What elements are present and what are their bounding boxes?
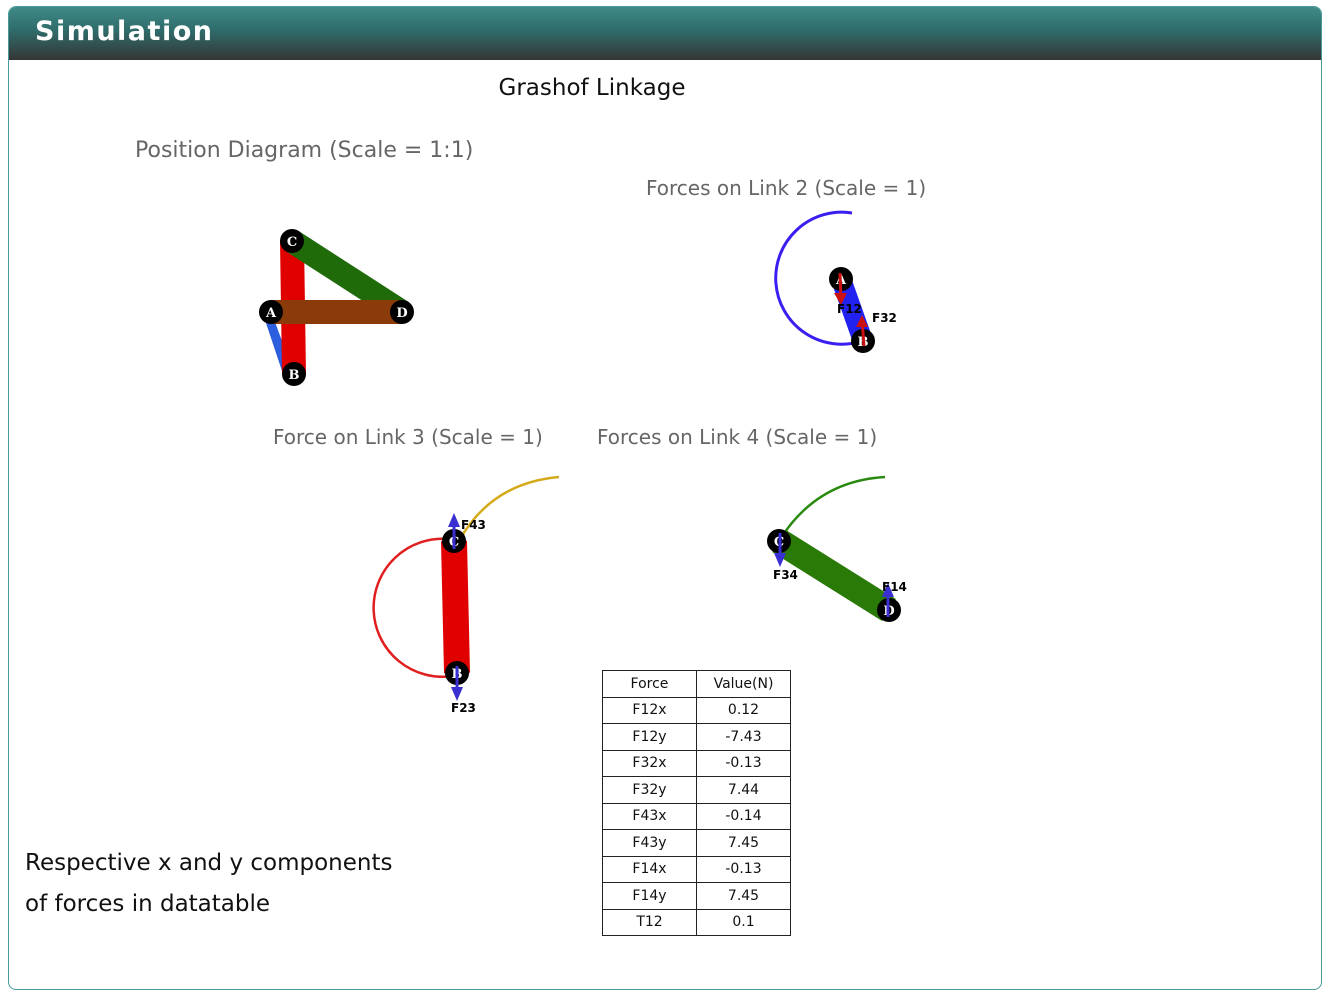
f12-label: F12 [837, 302, 862, 316]
link3-bar [441, 540, 470, 674]
link4-diagram-title: Forces on Link 4 (Scale = 1) [597, 425, 878, 449]
f34-label: F34 [773, 568, 798, 582]
link2-force-diagram: A B F12 F32 [774, 210, 897, 353]
joint-d-label: D [396, 306, 407, 321]
position-diagram: A B C D [259, 229, 414, 386]
force-name-cell: F12x [602, 696, 697, 724]
column-header-force: Force [602, 670, 697, 698]
force-value-cell: 7.45 [696, 829, 791, 857]
f43-arrow [448, 513, 460, 549]
joint-d: D [390, 300, 414, 324]
joint-c-label: C [287, 235, 297, 250]
table-row: F43y 7.45 [602, 829, 791, 857]
table-description: Respective x and y components of forces … [25, 843, 392, 925]
f14-arrow [882, 583, 894, 617]
table-row: F14y 7.45 [602, 882, 791, 910]
f32-label: F32 [872, 311, 897, 325]
column-header-value: Value(N) [696, 670, 791, 698]
link4-arc [777, 475, 886, 542]
force-name-cell: F43y [602, 829, 697, 857]
force-name-cell: F12y [602, 723, 697, 751]
joint-c: C [280, 229, 304, 253]
f12-arrow [834, 272, 847, 305]
force-name-cell: T12 [602, 908, 697, 936]
force-name-cell: F32x [602, 749, 697, 777]
f43-label: F43 [461, 518, 486, 532]
force-name-cell: F14y [602, 882, 697, 910]
joint-a-label: A [265, 306, 277, 321]
force-value-cell: -0.13 [696, 749, 791, 777]
force-name-cell: F32y [602, 776, 697, 804]
force-value-cell: 0.1 [696, 908, 791, 936]
force-value-cell: 0.12 [696, 696, 791, 724]
force-name-cell: F14x [602, 855, 697, 883]
link2-diagram-title: Forces on Link 2 (Scale = 1) [646, 176, 927, 200]
link2-torque-arc [774, 210, 863, 346]
forces-table: Force Value(N) F12x 0.12 F12y -7.43 F32x -0… [602, 670, 791, 936]
f23-label: F23 [451, 701, 476, 715]
position-diagram-title: Position Diagram (Scale = 1:1) [135, 138, 474, 163]
table-row: F32y 7.44 [602, 776, 791, 804]
link3-diagram-title: Force on Link 3 (Scale = 1) [273, 425, 543, 449]
link3-arc-red [372, 537, 454, 678]
joint-b: B [282, 362, 306, 386]
force-value-cell: -7.43 [696, 723, 791, 751]
force-value-cell: 7.44 [696, 776, 791, 804]
panel-title: Simulation [35, 16, 214, 47]
force-name-cell: F43x [602, 802, 697, 830]
note-line: Respective x and y components [25, 850, 393, 876]
f23-arrow [451, 666, 463, 701]
note-line: of forces in datatable [25, 891, 271, 917]
f14-label: F14 [882, 580, 907, 594]
table-row: F12y -7.43 [602, 723, 791, 751]
force-value-cell: -0.14 [696, 802, 791, 830]
link4-bar [772, 529, 896, 622]
link3-force-diagram: C B F43 F23 [372, 475, 560, 715]
table-row: F12x 0.12 [602, 696, 791, 724]
force-value-cell: -0.13 [696, 855, 791, 883]
table-row: F43x -0.14 [602, 802, 791, 830]
table-header-row: Force Value(N) [602, 670, 791, 698]
panel-header: Simulation [9, 7, 1321, 60]
table-row: F14x -0.13 [602, 855, 791, 883]
force-value-cell: 7.45 [696, 882, 791, 910]
joint-b-label: B [289, 368, 300, 383]
link4-force-diagram: C D F34 F14 [767, 475, 907, 622]
simulation-panel: Simulation Grashof Linkage Position Diag… [8, 6, 1322, 990]
joint-a: A [259, 300, 283, 324]
table-row: T12 0.1 [602, 908, 791, 936]
f32-arrow [856, 315, 868, 347]
table-row: F32x -0.13 [602, 749, 791, 777]
main-title: Grashof Linkage [498, 75, 686, 101]
f34-arrow [774, 533, 786, 567]
link3-arc-yellow [457, 475, 560, 542]
